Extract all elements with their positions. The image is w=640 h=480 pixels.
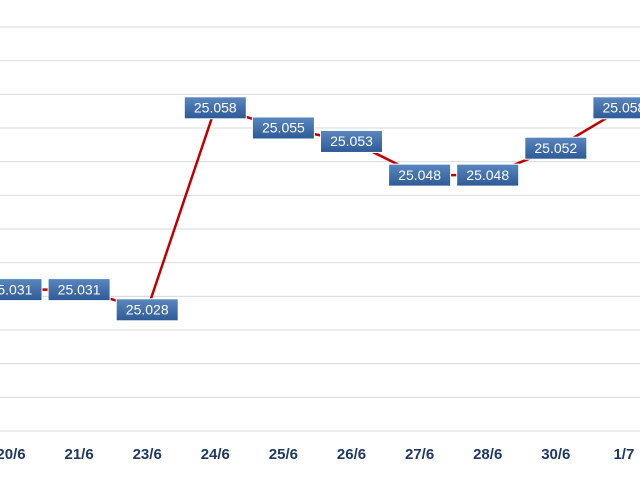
data-line: [11, 106, 625, 312]
value-label: 25.048: [398, 167, 441, 183]
value-label-box: [115, 298, 179, 322]
value-label: 25.058: [194, 100, 237, 116]
x-tick-label: 26/6: [337, 446, 366, 463]
value-label-box: [0, 278, 43, 302]
value-label: 25.031: [0, 281, 33, 297]
x-tick-label: 23/6: [133, 446, 162, 463]
value-label-box: [251, 116, 315, 140]
value-label: 25.048: [466, 167, 509, 183]
value-label: 25.058: [602, 100, 640, 116]
value-label: 25.028: [126, 302, 169, 318]
value-label-box: [183, 96, 247, 120]
x-tick-label: 28/6: [473, 446, 502, 463]
x-tick-label: 20/6: [0, 446, 26, 463]
value-label: 25.052: [534, 140, 577, 156]
value-label: 25.055: [262, 120, 305, 136]
x-tick-label: 25/6: [269, 446, 298, 463]
value-label: 25.031: [58, 281, 101, 297]
x-tick-label: 1/7: [613, 446, 634, 463]
value-label-box: [320, 129, 383, 153]
value-label-box: [388, 163, 452, 187]
x-tick-label: 21/6: [64, 446, 93, 463]
x-tick-label: 30/6: [541, 446, 570, 463]
value-label-box: [524, 136, 588, 160]
x-tick-label: 27/6: [405, 446, 434, 463]
value-label-box: [592, 96, 640, 120]
value-label-box: [47, 278, 111, 302]
value-label-box: [456, 163, 520, 187]
value-label: 25.053: [330, 133, 373, 149]
x-tick-label: 24/6: [201, 446, 230, 463]
